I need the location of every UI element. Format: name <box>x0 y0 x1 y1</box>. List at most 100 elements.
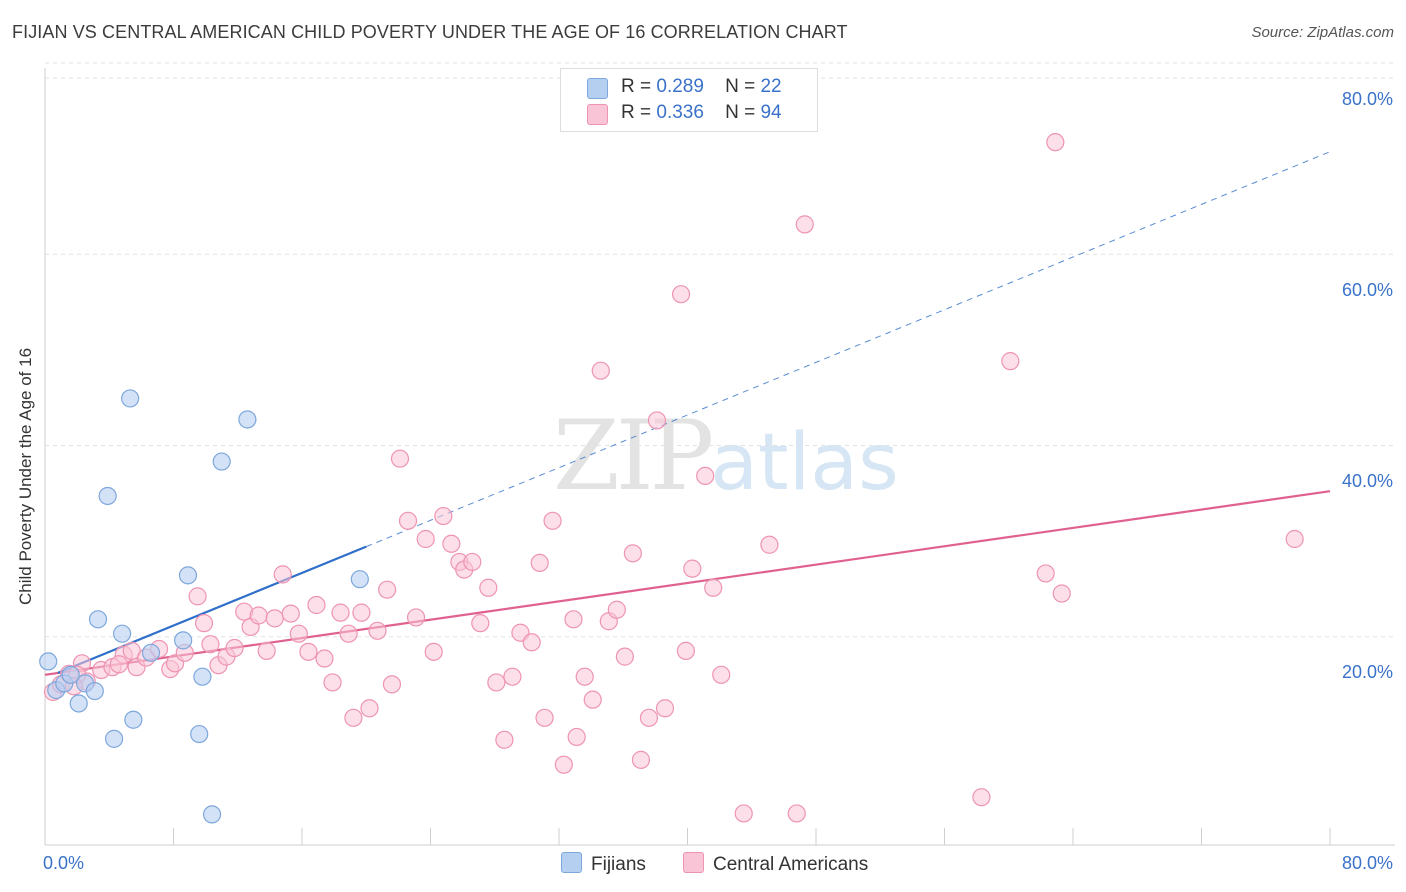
fijian-point <box>85 681 104 701</box>
central-american-point <box>1285 529 1304 549</box>
central-american-point <box>344 708 363 727</box>
fijian-point <box>212 452 231 471</box>
central-american-point <box>249 606 268 625</box>
grid-lines <box>45 62 1395 638</box>
central-american-point <box>503 667 522 686</box>
central-american-point <box>734 804 753 823</box>
central-american-point <box>257 641 276 660</box>
central-american-point <box>543 511 562 530</box>
central-american-point <box>390 449 410 468</box>
bottom-legend-central-label: Central Americans <box>713 854 869 875</box>
x-tick-label: 80.0% <box>1342 853 1393 873</box>
central-american-trend-line <box>44 490 1331 676</box>
legend-central-n-label: N = <box>725 102 756 123</box>
y-tick-label: 20.0% <box>1342 662 1393 682</box>
chart-title: FIJIAN VS CENTRAL AMERICAN CHILD POVERTY… <box>12 22 848 42</box>
fijian-point <box>141 643 161 662</box>
central-american-point <box>530 553 549 573</box>
central-american-point <box>676 641 695 660</box>
central-american-point <box>671 285 691 304</box>
central-american-point <box>331 603 350 622</box>
tick-labels: 20.0% 40.0% 60.0% 80.0% 0.0% 80.0% <box>43 89 1393 873</box>
central-american-point <box>522 633 541 652</box>
fijian-trend-extension <box>366 151 1331 548</box>
central-american-point <box>188 587 207 606</box>
fijian-point <box>104 729 124 748</box>
central-american-point <box>382 675 402 694</box>
central-american-point <box>696 466 715 485</box>
central-american-point <box>639 708 659 727</box>
central-american-point <box>1046 133 1065 152</box>
central-american-point <box>323 673 342 692</box>
central-american-point <box>554 755 573 774</box>
trend-lines <box>44 151 1331 676</box>
central-american-point <box>795 215 814 234</box>
fijian-trend-line <box>57 545 367 674</box>
central-american-point <box>972 788 991 807</box>
axes <box>44 68 1395 846</box>
central-american-point <box>487 673 506 692</box>
central-american-point <box>623 544 642 563</box>
fijian-swatch <box>561 852 582 873</box>
legend-central-n-value: 94 <box>760 102 782 123</box>
fijian-point <box>112 624 132 643</box>
legend-fijian-n-value: 22 <box>760 76 782 97</box>
central-american-point <box>378 580 397 599</box>
source-label: Source: ZipAtlas.com <box>1251 24 1394 41</box>
fijian-point <box>69 694 88 713</box>
bottom-legend-fijians-label: Fijians <box>591 854 646 875</box>
legend-fijian-r-label: R = <box>621 76 652 97</box>
fijian-point <box>193 667 212 686</box>
central-american-point <box>352 603 371 622</box>
central-american-point <box>299 642 318 661</box>
central-american-point <box>655 699 675 718</box>
fijian-point <box>124 710 143 729</box>
legend-central-r-value: 0.336 <box>656 102 704 123</box>
legend-central-r-label: R = <box>621 102 652 123</box>
fijian-point <box>39 652 58 671</box>
central-american-point <box>567 727 586 747</box>
central-swatch <box>587 104 608 125</box>
fijian-point <box>190 724 209 744</box>
central-american-point <box>398 511 418 530</box>
central-american-point <box>360 699 379 718</box>
central-american-point <box>591 361 610 380</box>
central-american-point <box>281 604 300 623</box>
central-american-point <box>307 595 326 615</box>
y-tick-label: 40.0% <box>1342 471 1393 491</box>
central-american-point <box>339 624 358 643</box>
legend-fijian-n-label: N = <box>725 76 756 97</box>
fijian-point <box>121 389 140 408</box>
central-american-point <box>109 655 128 674</box>
watermark-atlas: atlas <box>710 418 899 508</box>
fijian-point <box>174 631 193 650</box>
y-axis-label: Child Poverty Under the Age of 16 <box>16 347 35 605</box>
legend-text-fijians: R = 0.289 N = 22 <box>621 76 782 98</box>
central-american-point <box>631 750 651 769</box>
central-american-point <box>289 624 308 643</box>
fijian-point <box>238 410 257 429</box>
central-american-point <box>416 529 435 549</box>
central-american-point <box>704 578 723 597</box>
central-american-point <box>1036 564 1055 583</box>
central-american-point <box>471 614 490 633</box>
central-american-point <box>406 608 426 627</box>
central-american-point <box>225 638 244 658</box>
central-american-point <box>647 411 667 430</box>
central-american-point <box>760 535 779 554</box>
legend-fijian-r-value: 0.289 <box>656 76 704 97</box>
fijian-point <box>88 610 108 629</box>
central-american-point <box>463 552 482 572</box>
watermark-zip: ZIP <box>553 400 714 512</box>
fijian-point <box>178 566 198 585</box>
stats-legend: R = 0.289 N = 22 R = 0.336 N = 94 <box>560 68 818 132</box>
central-american-point <box>194 614 214 633</box>
central-american-point <box>683 559 702 578</box>
central-swatch <box>683 852 704 873</box>
central-american-point <box>564 610 583 629</box>
bottom-legend-fijians: Fijians <box>561 852 646 876</box>
fijian-swatch <box>587 78 608 99</box>
fijian-point <box>61 665 80 684</box>
central-american-point <box>201 635 220 654</box>
